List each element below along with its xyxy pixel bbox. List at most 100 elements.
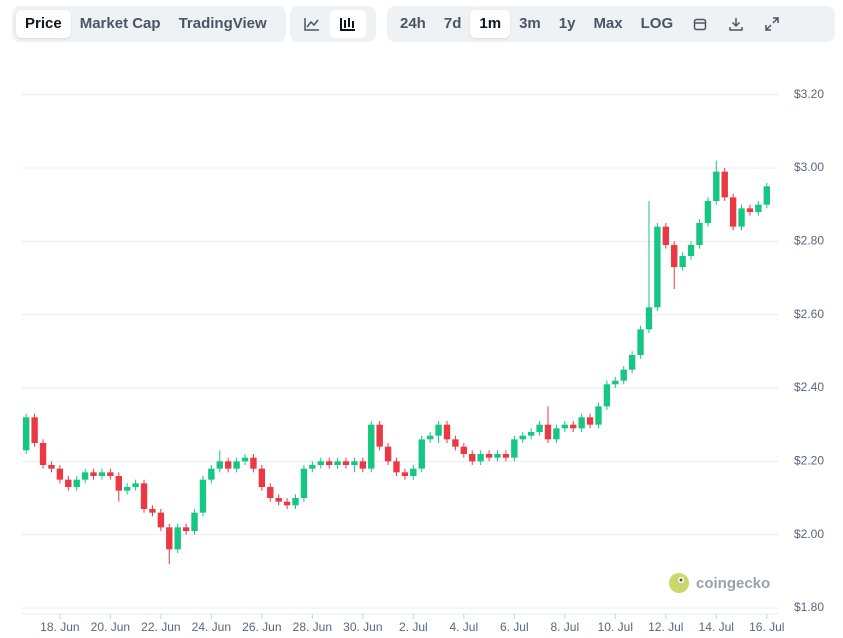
candle-body xyxy=(511,439,518,458)
candle-body xyxy=(317,461,324,465)
candle-body xyxy=(166,527,173,550)
fullscreen-button[interactable] xyxy=(754,10,790,38)
x-tick-label: 12. Jul xyxy=(648,620,683,634)
candle-body xyxy=(721,171,728,198)
chart-style xyxy=(290,6,376,42)
x-tick-label: 24. Jun xyxy=(192,620,231,634)
candle-body xyxy=(376,424,383,447)
candle-body xyxy=(519,435,526,440)
range[interactable]: 7d xyxy=(443,15,462,32)
x-tick-label: 30. Jun xyxy=(343,620,382,634)
range[interactable]: 1m xyxy=(470,10,511,38)
candle-body xyxy=(292,498,299,506)
x-tick-label: 6. Jul xyxy=(500,620,529,634)
candle-body xyxy=(182,527,190,531)
candle-body xyxy=(258,468,266,487)
candle-body xyxy=(23,417,30,451)
candle-body xyxy=(300,468,308,498)
tab[interactable]: TradingView xyxy=(178,15,267,32)
candle-body xyxy=(628,355,636,370)
candle-body xyxy=(334,461,341,465)
tab[interactable]: Price xyxy=(16,10,71,38)
candle-body xyxy=(671,245,678,267)
candle-body xyxy=(586,417,594,425)
tab[interactable]: Market Cap xyxy=(79,15,161,32)
candle-body xyxy=(31,417,38,443)
candle-body xyxy=(351,461,358,465)
candle-body xyxy=(763,186,770,205)
candle-body xyxy=(687,245,695,256)
candle-body xyxy=(115,476,122,491)
candle-body xyxy=(191,512,198,531)
candle-body xyxy=(107,472,114,476)
range[interactable]: LOG xyxy=(640,15,674,32)
x-tick-label: 4. Jul xyxy=(449,620,478,634)
candle-body xyxy=(418,439,425,469)
candle-body xyxy=(309,465,316,469)
candle-body xyxy=(485,454,493,458)
range[interactable]: Max xyxy=(593,15,623,32)
candle-body xyxy=(199,479,207,513)
candle-body xyxy=(81,472,89,480)
candle-body xyxy=(477,454,484,462)
candle-body xyxy=(460,446,468,454)
candle-body xyxy=(224,461,232,469)
candle-body xyxy=(553,428,560,440)
candle-body xyxy=(56,468,64,480)
range[interactable]: 1y xyxy=(558,15,576,32)
candle-body xyxy=(132,483,139,487)
y-tick-label: $3.20 xyxy=(794,87,824,101)
range-tabs: 24h 7d 1m 3m 1y Max LOG xyxy=(387,6,835,42)
line-chart-button[interactable] xyxy=(294,10,330,38)
calendar-button[interactable] xyxy=(682,10,718,38)
candle-body xyxy=(325,461,333,465)
candle-body xyxy=(140,483,148,509)
candle-body xyxy=(561,424,569,429)
watermark: coingecko xyxy=(668,572,770,594)
icon xyxy=(765,17,779,31)
y-tick-label: $2.20 xyxy=(794,454,824,468)
candle-body xyxy=(679,256,686,267)
x-tick-label: 22. Jun xyxy=(141,620,180,634)
candle-body xyxy=(73,479,80,487)
x-tick-label: 26. Jun xyxy=(242,620,281,634)
candle-body xyxy=(620,369,627,381)
candle-body xyxy=(527,432,535,436)
x-tick-label: 14. Jul xyxy=(699,620,734,634)
candle-body xyxy=(208,468,215,480)
candle-body xyxy=(250,457,257,469)
y-tick-label: $2.60 xyxy=(794,307,824,321)
watermark-text: coingecko xyxy=(696,574,771,592)
candle-chart-button[interactable] xyxy=(330,10,366,38)
range[interactable]: 3m xyxy=(519,15,541,32)
candle-body xyxy=(452,439,459,447)
icon xyxy=(340,18,355,31)
candle-body xyxy=(342,461,350,465)
candle-body xyxy=(39,443,47,465)
candle-body xyxy=(157,512,165,528)
candle-body xyxy=(90,472,97,476)
candle-body xyxy=(368,424,375,469)
y-tick-label: $3.00 xyxy=(794,160,824,174)
candle-body xyxy=(612,380,619,385)
x-tick-label: 18. Jun xyxy=(40,620,79,634)
logo xyxy=(669,573,689,593)
candle-body xyxy=(502,454,510,458)
y-tick-label: $2.40 xyxy=(794,380,824,394)
range[interactable]: 24h xyxy=(400,15,426,32)
candle-body xyxy=(283,501,291,506)
candle-body xyxy=(578,417,585,429)
candle-body xyxy=(704,201,712,223)
candle-body xyxy=(645,307,653,330)
x-tick-label: 16. Jul xyxy=(749,620,784,634)
download-button[interactable] xyxy=(718,10,754,38)
candle-body xyxy=(275,498,282,502)
candle-body xyxy=(603,384,611,407)
candle-body xyxy=(435,424,442,436)
candle-body xyxy=(469,454,476,462)
candle-body xyxy=(98,472,106,476)
icon xyxy=(693,18,707,31)
x-tick-label: 20. Jun xyxy=(91,620,130,634)
candle-body xyxy=(401,472,409,476)
